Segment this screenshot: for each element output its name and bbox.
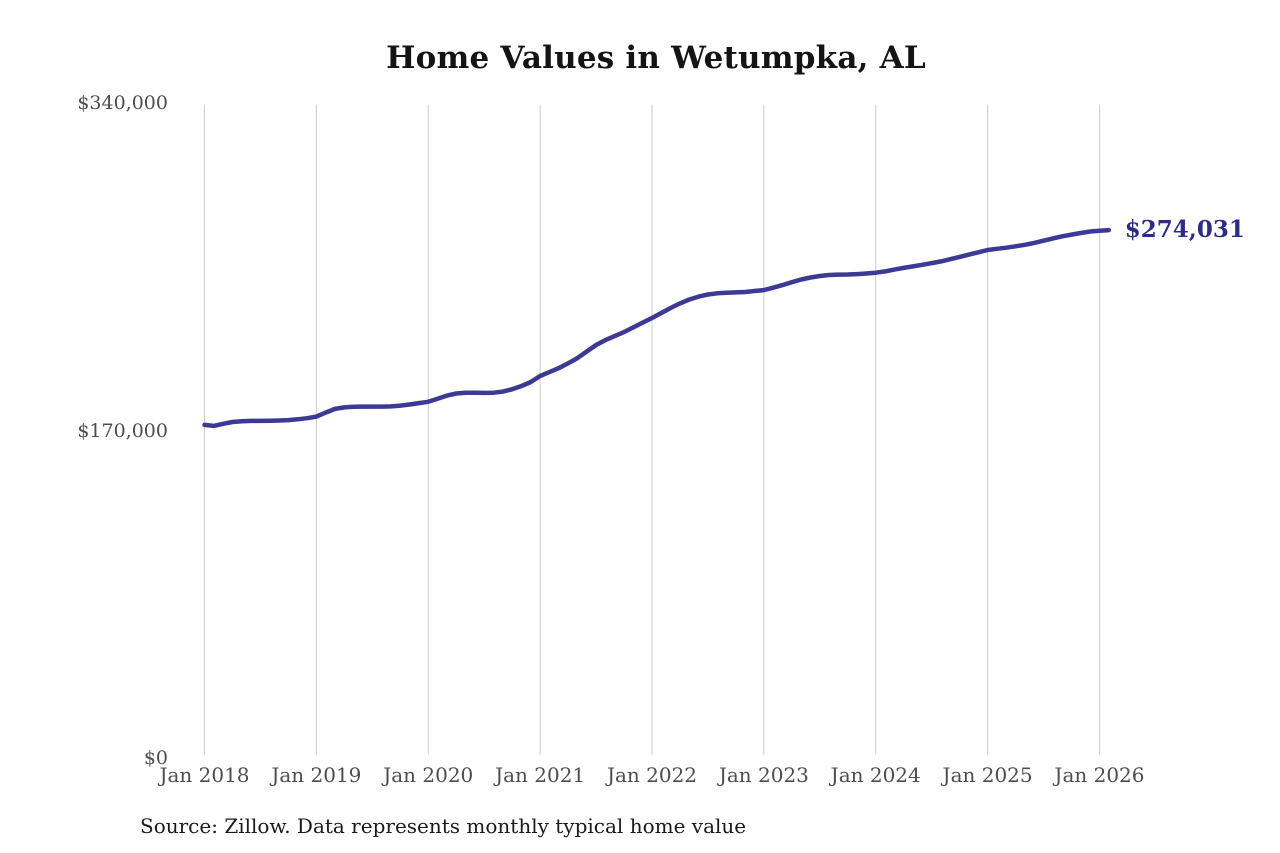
x-tick-label: Jan 2023 (718, 763, 809, 787)
x-tick-label: Jan 2020 (383, 763, 474, 787)
x-tick-label: Jan 2018 (159, 763, 250, 787)
chart-title: Home Values in Wetumpka, AL (386, 40, 926, 76)
home-value-line (202, 227, 1112, 429)
x-tick-label: Jan 2019 (271, 763, 362, 787)
y-tick-label: $0 (143, 747, 168, 769)
latest-value-label: $274,031 (1124, 216, 1245, 244)
x-tick-label: Jan 2021 (495, 763, 586, 787)
x-tick-label: Jan 2022 (606, 763, 698, 787)
x-tick-label: Jan 2026 (1054, 763, 1145, 787)
y-tick-label: $170,000 (77, 419, 168, 442)
x-tick-label: Jan 2025 (942, 763, 1033, 787)
source-note: Source: Zillow. Data represents monthly … (140, 814, 747, 838)
x-tick-label: Jan 2024 (830, 763, 921, 787)
y-tick-label: $340,000 (77, 92, 168, 114)
